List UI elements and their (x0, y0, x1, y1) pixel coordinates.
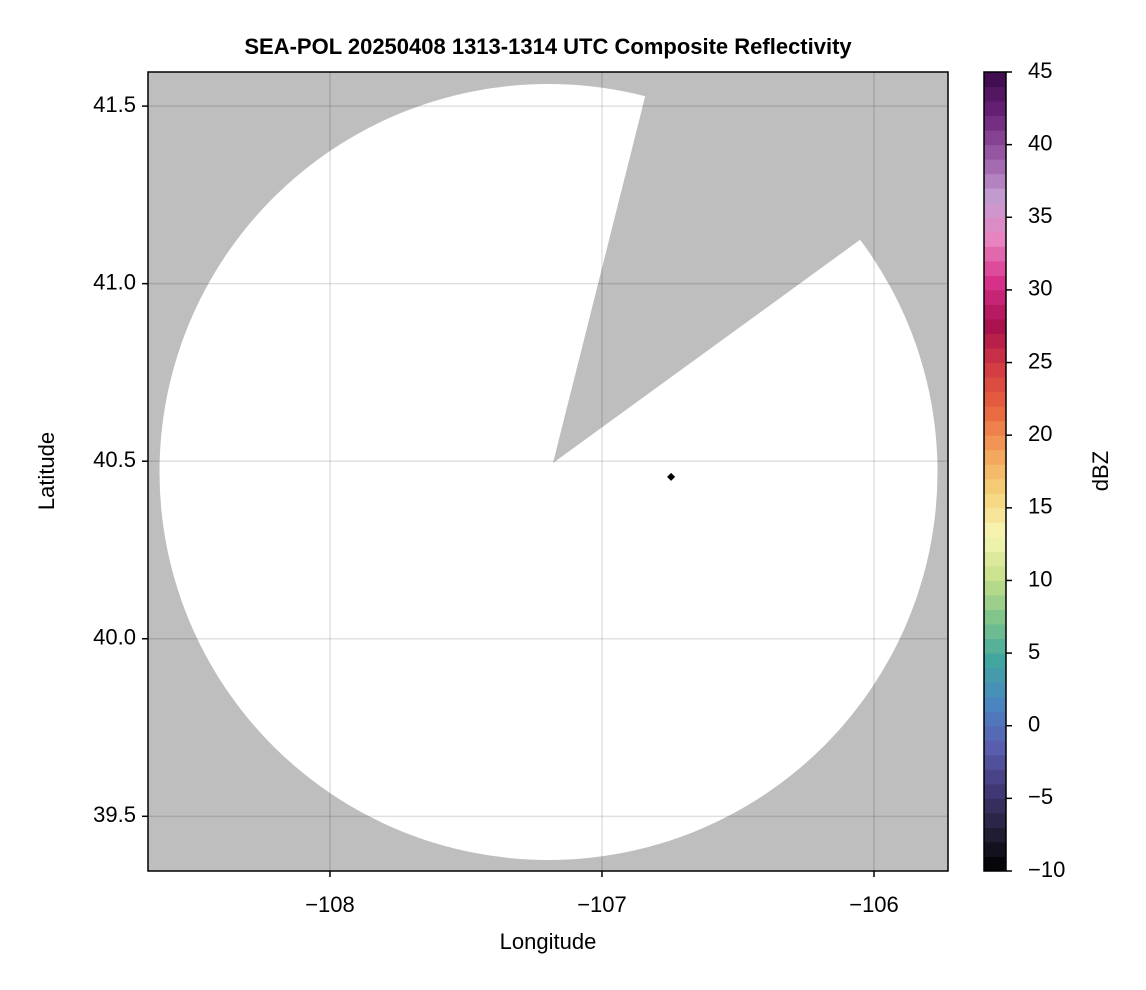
y-tick-label: 40.5 (93, 447, 136, 472)
colorbar-band (984, 159, 1006, 175)
colorbar-tick-label: 5 (1028, 639, 1040, 664)
colorbar-band (984, 856, 1006, 872)
colorbar-tick-label: 0 (1028, 712, 1040, 737)
colorbar-tick-label: −5 (1028, 784, 1053, 809)
colorbar-band (984, 667, 1006, 683)
colorbar-band (984, 711, 1006, 727)
colorbar-band (984, 464, 1006, 480)
colorbar-band (984, 812, 1006, 828)
colorbar-band (984, 115, 1006, 131)
colorbar-tick-label: 35 (1028, 203, 1052, 228)
colorbar-band (984, 594, 1006, 611)
colorbar-band (984, 624, 1006, 640)
blocked-sector (553, 72, 948, 463)
colorbar-band (984, 333, 1006, 349)
colorbar-band (984, 420, 1006, 436)
y-tick-label: 40.0 (93, 625, 136, 650)
radar-site (667, 472, 676, 481)
chart-title: SEA-POL 20250408 1313-1314 UTC Composite… (244, 34, 852, 59)
colorbar-tick-label: 45 (1028, 58, 1052, 83)
y-tick-label: 39.5 (93, 802, 136, 827)
colorbar-band (984, 798, 1006, 814)
colorbar-band (984, 72, 1006, 88)
colorbar-band (984, 740, 1006, 756)
colorbar-tick-label: 20 (1028, 421, 1052, 446)
y-axis-label: Latitude (34, 432, 59, 510)
x-tick-label: −106 (849, 892, 899, 917)
x-tick-label: −108 (305, 892, 355, 917)
colorbar-band (984, 318, 1006, 334)
colorbar-band (984, 565, 1006, 581)
colorbar-band (984, 86, 1006, 102)
colorbar-band (984, 173, 1006, 189)
x-tick-label: −107 (577, 892, 627, 917)
colorbar-band (984, 551, 1006, 567)
grid (148, 72, 948, 871)
colorbar-tick-label: −10 (1028, 857, 1065, 882)
colorbar-band (984, 435, 1006, 451)
colorbar-tick-label: 40 (1028, 130, 1052, 155)
colorbar-band (984, 449, 1006, 465)
colorbar-band (984, 304, 1006, 320)
colorbar-band (984, 682, 1006, 698)
colorbar-band (984, 609, 1006, 625)
colorbar-band (984, 522, 1006, 538)
colorbar-tick-label: 15 (1028, 494, 1052, 519)
colorbar-tick-label: 25 (1028, 348, 1052, 373)
colorbar-band (984, 507, 1006, 523)
colorbar-tick-label: 10 (1028, 566, 1052, 591)
colorbar-band (984, 754, 1006, 770)
colorbar-band (984, 391, 1006, 407)
colorbar-tick-label: 30 (1028, 276, 1052, 301)
colorbar-band (984, 827, 1006, 843)
colorbar-band (984, 769, 1006, 785)
colorbar-band (984, 275, 1006, 291)
y-tick-label: 41.0 (93, 269, 136, 294)
y-tick-label: 41.5 (93, 92, 136, 117)
colorbar-band (984, 841, 1006, 857)
colorbar-band (984, 725, 1006, 741)
colorbar-band (984, 377, 1006, 393)
colorbar-band (984, 144, 1006, 160)
colorbar-band (984, 783, 1006, 799)
colorbar-band (984, 217, 1006, 233)
colorbar-band (984, 478, 1006, 494)
colorbar-band (984, 493, 1006, 509)
colorbar-band (984, 536, 1006, 552)
colorbar-band (984, 406, 1006, 422)
colorbar-band (984, 362, 1006, 378)
colorbar-band (984, 188, 1006, 204)
colorbar-band (984, 653, 1006, 669)
colorbar-frame (983, 71, 1007, 872)
colorbar-band (984, 580, 1006, 596)
colorbar-band (984, 130, 1006, 146)
colorbar-band (984, 348, 1006, 364)
coverage (159, 72, 948, 860)
colorbar-band (984, 231, 1006, 247)
x-axis-label: Longitude (500, 929, 597, 954)
colorbar-band (984, 260, 1006, 276)
colorbar-label: dBZ (1088, 451, 1113, 491)
colorbar-band (984, 696, 1006, 712)
colorbar-band (984, 202, 1006, 218)
colorbar-band (984, 289, 1006, 305)
colorbar-band (984, 638, 1006, 654)
colorbar-band (984, 246, 1006, 262)
colorbar-band (984, 101, 1006, 117)
plot-frame (147, 71, 949, 872)
